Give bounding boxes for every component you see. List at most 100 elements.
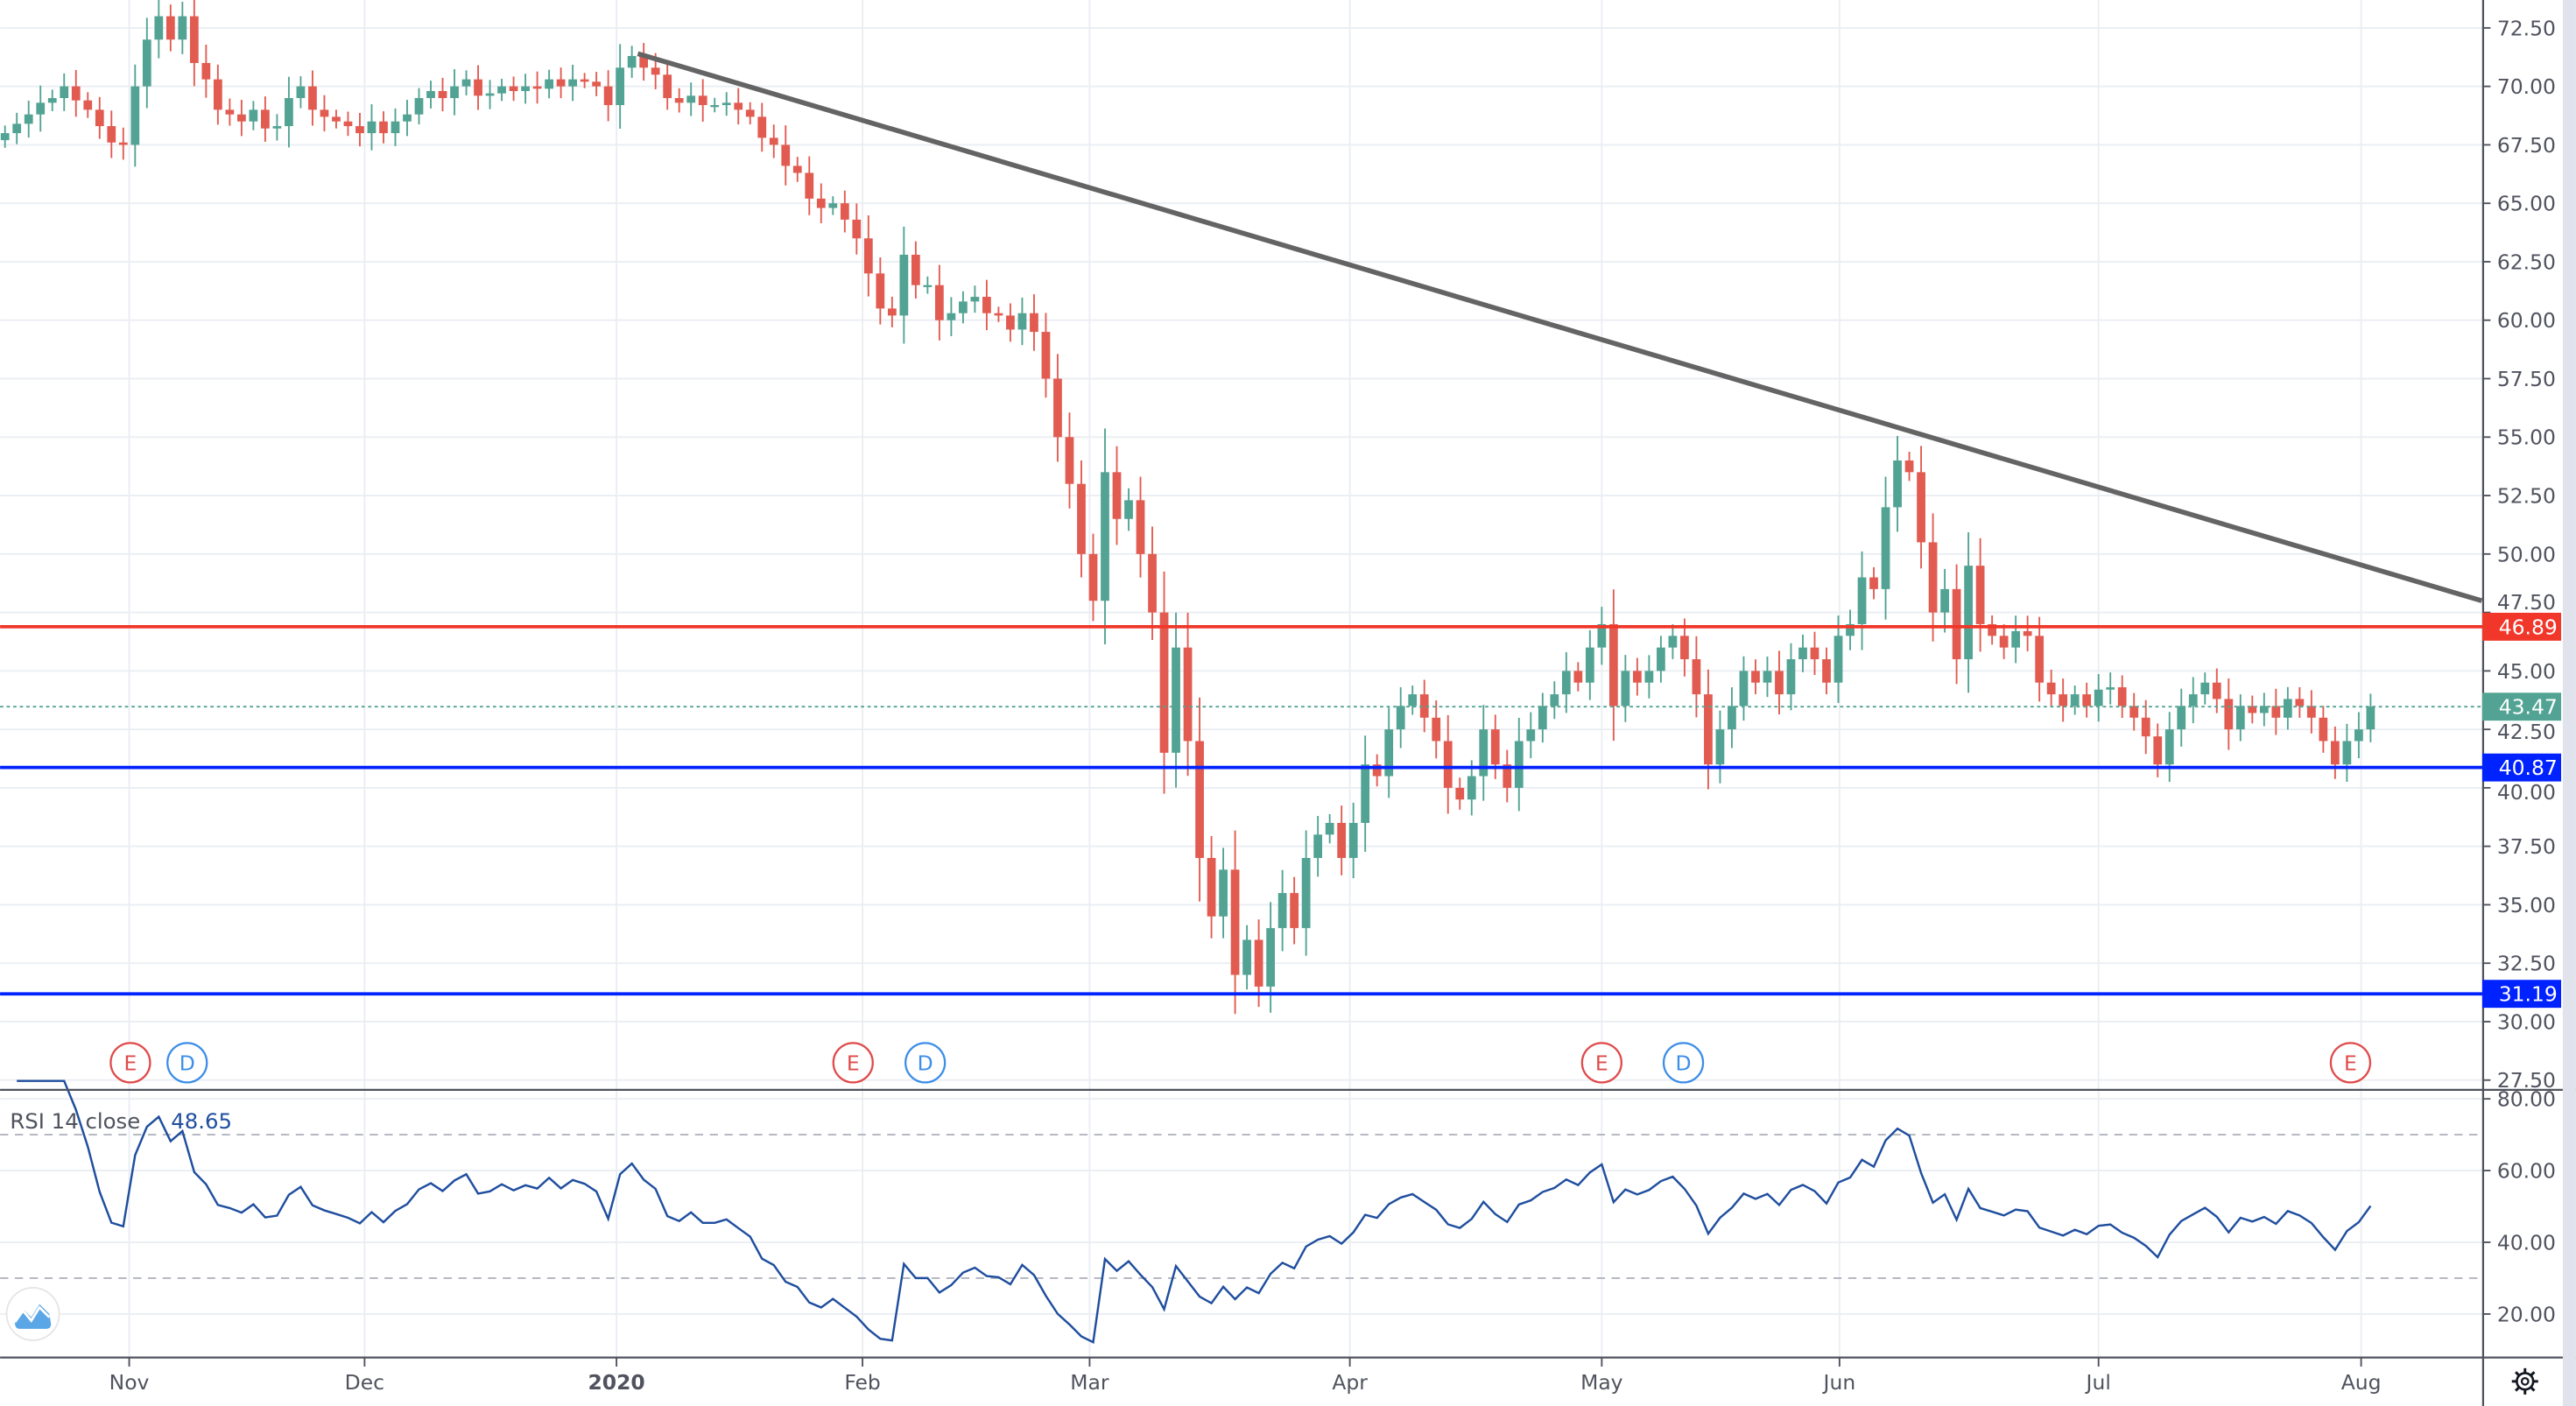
candle-body <box>71 86 81 101</box>
trendline[interactable] <box>637 51 2483 603</box>
candle-body <box>130 86 140 145</box>
candle-body <box>805 172 814 199</box>
earnings-marker[interactable]: E <box>832 1042 874 1084</box>
tradingview-logo[interactable] <box>5 1286 60 1341</box>
candle-body <box>213 79 222 110</box>
candle-body <box>781 144 791 166</box>
candle-body <box>1632 671 1642 683</box>
candle-body <box>1266 928 1275 987</box>
candle-body <box>1254 939 1263 987</box>
marker-circle <box>1662 1042 1705 1084</box>
horizontal-level-badge <box>2481 612 2562 641</box>
candle-body <box>1893 460 1902 508</box>
candle-body <box>1348 822 1358 859</box>
dividend-marker[interactable]: D <box>1662 1042 1705 1084</box>
candle-body <box>2306 706 2316 718</box>
candle-body <box>2366 707 2375 730</box>
candle-body <box>1846 623 1855 636</box>
candle-body <box>1419 694 1429 718</box>
candle-body <box>556 79 566 87</box>
candle-body <box>651 67 660 75</box>
candle-body <box>1833 636 1843 683</box>
candle-body <box>816 198 826 208</box>
price-tick-label: 40.00 <box>2497 780 2556 805</box>
candle-body <box>603 86 613 106</box>
price-tick-label: 72.50 <box>2497 16 2556 40</box>
candle-body <box>1136 500 1145 554</box>
marker-label: D <box>918 1051 933 1075</box>
candle-body <box>2177 706 2186 730</box>
candle-body <box>757 116 767 138</box>
candle-body <box>2188 694 2198 707</box>
candle-body <box>568 79 577 87</box>
price-tick-label: 47.50 <box>2497 590 2556 615</box>
candle-body <box>308 86 317 110</box>
candle-body <box>1148 553 1157 613</box>
candle-body <box>2354 729 2363 742</box>
candle-body <box>686 95 696 103</box>
dividend-marker[interactable]: D <box>166 1042 208 1084</box>
earnings-marker[interactable]: E <box>1580 1042 1622 1084</box>
candle-body <box>721 102 731 106</box>
candle-body <box>2046 682 2056 695</box>
candle-body <box>1242 939 1251 975</box>
price-tick-label: 70.00 <box>2497 74 2556 99</box>
candle-body <box>261 109 270 129</box>
candle-body <box>367 121 377 134</box>
dividend-marker[interactable]: D <box>904 1042 947 1084</box>
time-axis[interactable]: Nov Dec 2020 Feb Mar Apr May Jun Jul Aug <box>109 1356 2382 1395</box>
candle-body <box>521 86 530 92</box>
candle-body <box>959 301 968 313</box>
earnings-marker[interactable]: E <box>109 1042 151 1084</box>
time-tick-label: Jun <box>1822 1370 1856 1395</box>
candle-body <box>769 137 778 145</box>
earnings-marker[interactable]: E <box>2329 1042 2372 1084</box>
time-tick-label: May <box>1580 1370 1623 1395</box>
candle-body <box>1006 315 1015 330</box>
time-tick-label: Jul <box>2085 1370 2111 1395</box>
candle-body <box>1467 776 1476 800</box>
candle-body <box>1101 472 1109 601</box>
candle-body <box>1207 858 1216 917</box>
candle-body <box>461 79 471 87</box>
candle-body <box>1573 671 1583 683</box>
candle-body <box>1372 764 1382 777</box>
candle-body <box>1017 313 1027 330</box>
candle-body <box>189 16 199 63</box>
candle-body <box>2106 687 2115 690</box>
rsi-pane <box>0 1079 2482 1345</box>
candle-body <box>1030 313 1038 333</box>
horizontal-level-badge <box>2481 980 2562 1009</box>
last-price-badge-label: 43.47 <box>2499 695 2558 720</box>
candle-body <box>1325 822 1334 835</box>
price-axis[interactable]: 72.50 70.00 67.50 65.00 62.50 60.00 57.50 55.00… <box>2481 16 2562 1326</box>
candle-body <box>1301 858 1311 929</box>
candle-body <box>36 102 46 115</box>
candle-body <box>2082 694 2092 707</box>
candle-body <box>1657 647 1665 671</box>
candle-body <box>1219 869 1228 917</box>
candle-body <box>2295 699 2305 707</box>
candle-body <box>2070 694 2080 707</box>
price-tick-label: 45.00 <box>2497 659 2556 684</box>
candle-body <box>0 133 10 141</box>
candle-body <box>1608 623 1618 707</box>
marker-circle <box>2329 1042 2372 1084</box>
grid <box>0 0 2482 1357</box>
candle-body <box>1490 729 1500 765</box>
candle-body <box>1514 741 1524 788</box>
horizontal-level-badge-label: 40.87 <box>2499 756 2558 780</box>
candle-body <box>2164 729 2174 765</box>
price-tick-label: 50.00 <box>2497 542 2556 566</box>
scrollbar[interactable] <box>2562 0 2576 1406</box>
drawings[interactable] <box>0 51 2483 996</box>
candle-body <box>1337 822 1347 859</box>
candle-body <box>792 165 802 173</box>
candle-body <box>1195 741 1204 859</box>
candle-body <box>1277 893 1287 929</box>
candle-body <box>2129 706 2139 718</box>
candle-body <box>60 86 69 99</box>
settings-gear-icon[interactable] <box>2511 1367 2538 1395</box>
